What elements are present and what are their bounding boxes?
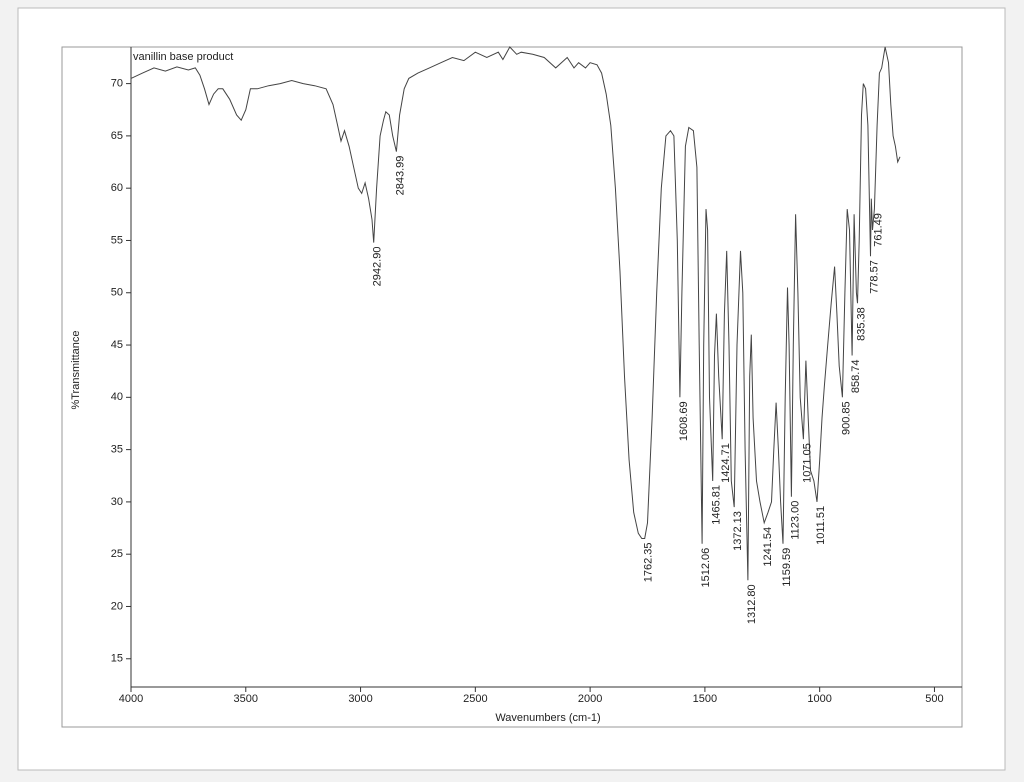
peak-label: 1762.35 xyxy=(643,543,655,583)
y-tick-label: 50 xyxy=(111,287,123,299)
peak-label: 900.85 xyxy=(840,401,852,435)
x-tick-label: 2000 xyxy=(578,693,602,705)
x-tick-label: 1500 xyxy=(693,693,717,705)
y-tick-label: 35 xyxy=(111,444,123,456)
chart-title: vanillin base product xyxy=(133,51,233,63)
y-tick-label: 20 xyxy=(111,600,123,612)
peak-label: 858.74 xyxy=(850,359,862,393)
peak-label: 1123.00 xyxy=(789,501,801,540)
chart-frame xyxy=(61,46,963,728)
x-tick-label: 3500 xyxy=(234,693,258,705)
y-tick-label: 30 xyxy=(111,496,123,508)
peak-label: 1372.13 xyxy=(732,511,744,551)
y-tick-label: 25 xyxy=(111,548,123,560)
x-tick-label: 2500 xyxy=(463,693,487,705)
page xyxy=(17,7,1006,771)
spectrum-line xyxy=(130,46,901,581)
y-tick-label: 55 xyxy=(111,234,123,246)
x-tick-label: 4000 xyxy=(119,693,143,705)
peak-label: 1071.05 xyxy=(801,443,813,483)
x-tick-label: 1000 xyxy=(807,693,831,705)
peak-label: 2843.99 xyxy=(394,156,406,196)
peak-label: 1011.51 xyxy=(815,506,827,545)
x-tick-label: 3000 xyxy=(348,693,372,705)
x-axis-label: Wavenumbers (cm-1) xyxy=(495,712,600,724)
y-tick-label: 45 xyxy=(111,339,123,351)
peak-label: 2942.90 xyxy=(372,247,384,287)
peak-label: 1159.59 xyxy=(781,548,793,587)
y-tick-label: 15 xyxy=(111,653,123,665)
peak-label: 1424.71 xyxy=(720,443,732,483)
peak-label: 1608.69 xyxy=(678,401,690,441)
y-tick-label: 70 xyxy=(111,78,123,90)
peak-label: 1241.54 xyxy=(762,527,774,567)
peak-label: 1312.80 xyxy=(746,584,758,624)
y-tick-label: 65 xyxy=(111,130,123,142)
y-axis-label: %Transmittance xyxy=(70,330,82,409)
peak-label: 835.38 xyxy=(855,307,867,341)
x-tick-label: 500 xyxy=(925,693,943,705)
peak-label: 1512.06 xyxy=(700,548,712,588)
y-tick-label: 40 xyxy=(111,391,123,403)
peak-label: 1465.81 xyxy=(711,485,723,525)
peak-label: 778.57 xyxy=(868,260,880,294)
peak-label: 761.49 xyxy=(872,213,884,247)
y-tick-label: 60 xyxy=(111,182,123,194)
